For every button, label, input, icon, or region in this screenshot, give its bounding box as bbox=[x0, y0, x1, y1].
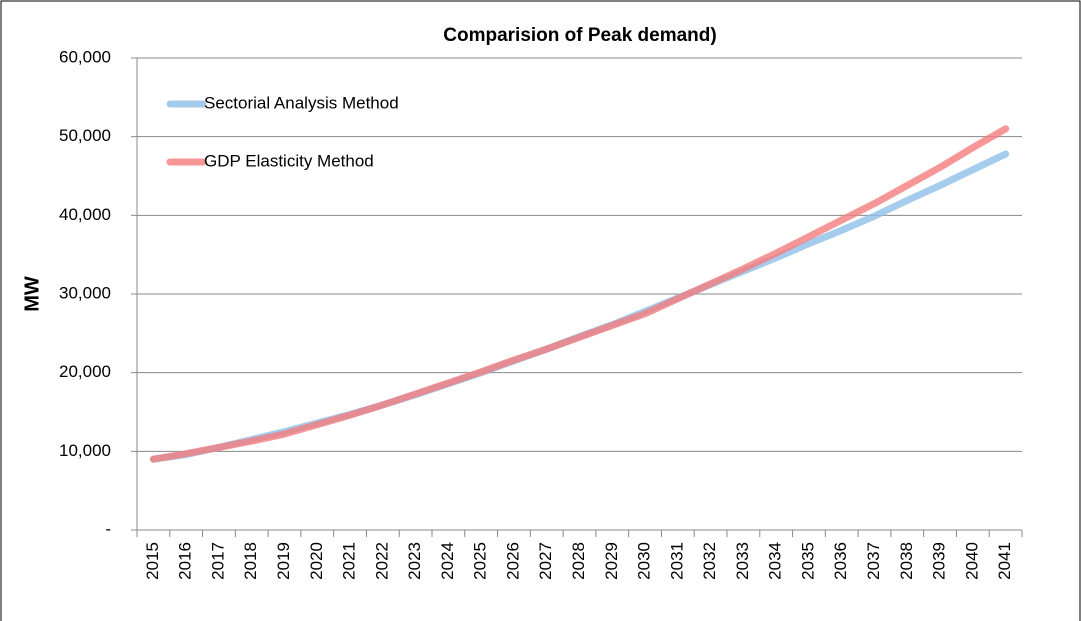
x-tick-label: 2022 bbox=[372, 542, 391, 580]
x-tick-label: 2015 bbox=[143, 542, 162, 580]
y-tick-label: 50,000 bbox=[59, 126, 111, 145]
chart-title: Comparision of Peak demand) bbox=[443, 25, 716, 46]
y-tick-label: 60,000 bbox=[59, 47, 111, 66]
x-tick-label: 2036 bbox=[831, 542, 850, 580]
x-tick-label: 2018 bbox=[241, 542, 260, 580]
x-tick-label: 2019 bbox=[274, 542, 293, 580]
y-tick-label: 40,000 bbox=[59, 205, 111, 224]
x-tick-label: 2029 bbox=[602, 542, 621, 580]
x-tick-label: 2039 bbox=[930, 542, 949, 580]
x-tick-label: 2025 bbox=[471, 542, 490, 580]
x-tick-label: 2023 bbox=[405, 542, 424, 580]
x-tick-label: 2035 bbox=[798, 542, 817, 580]
x-tick-label: 2024 bbox=[438, 542, 457, 580]
x-tick-label: 2026 bbox=[503, 542, 522, 580]
y-axis-label: MW bbox=[21, 276, 43, 312]
legend-label: Sectorial Analysis Method bbox=[204, 93, 399, 112]
x-tick-label: 2040 bbox=[962, 542, 981, 580]
legend-label: GDP Elasticity Method bbox=[204, 151, 374, 170]
x-tick-label: 2032 bbox=[700, 542, 719, 580]
y-tick-label: - bbox=[105, 519, 111, 538]
x-tick-label: 2021 bbox=[340, 542, 359, 580]
y-tick-label: 20,000 bbox=[59, 362, 111, 381]
x-tick-label: 2041 bbox=[995, 542, 1014, 580]
x-tick-label: 2037 bbox=[864, 542, 883, 580]
series-line bbox=[149, 125, 1010, 463]
x-tick-label: 2028 bbox=[569, 542, 588, 580]
x-tick-label: 2027 bbox=[536, 542, 555, 580]
x-tick-label: 2031 bbox=[667, 542, 686, 580]
y-tick-label: 10,000 bbox=[59, 441, 111, 460]
x-tick-label: 2020 bbox=[307, 542, 326, 580]
y-tick-label: 30,000 bbox=[59, 283, 111, 302]
x-tick-label: 2017 bbox=[208, 542, 227, 580]
x-tick-label: 2030 bbox=[635, 542, 654, 580]
x-tick-label: 2038 bbox=[897, 542, 916, 580]
x-tick-label: 2016 bbox=[176, 542, 195, 580]
x-tick-label: 2033 bbox=[733, 542, 752, 580]
x-tick-label: 2034 bbox=[766, 542, 785, 580]
